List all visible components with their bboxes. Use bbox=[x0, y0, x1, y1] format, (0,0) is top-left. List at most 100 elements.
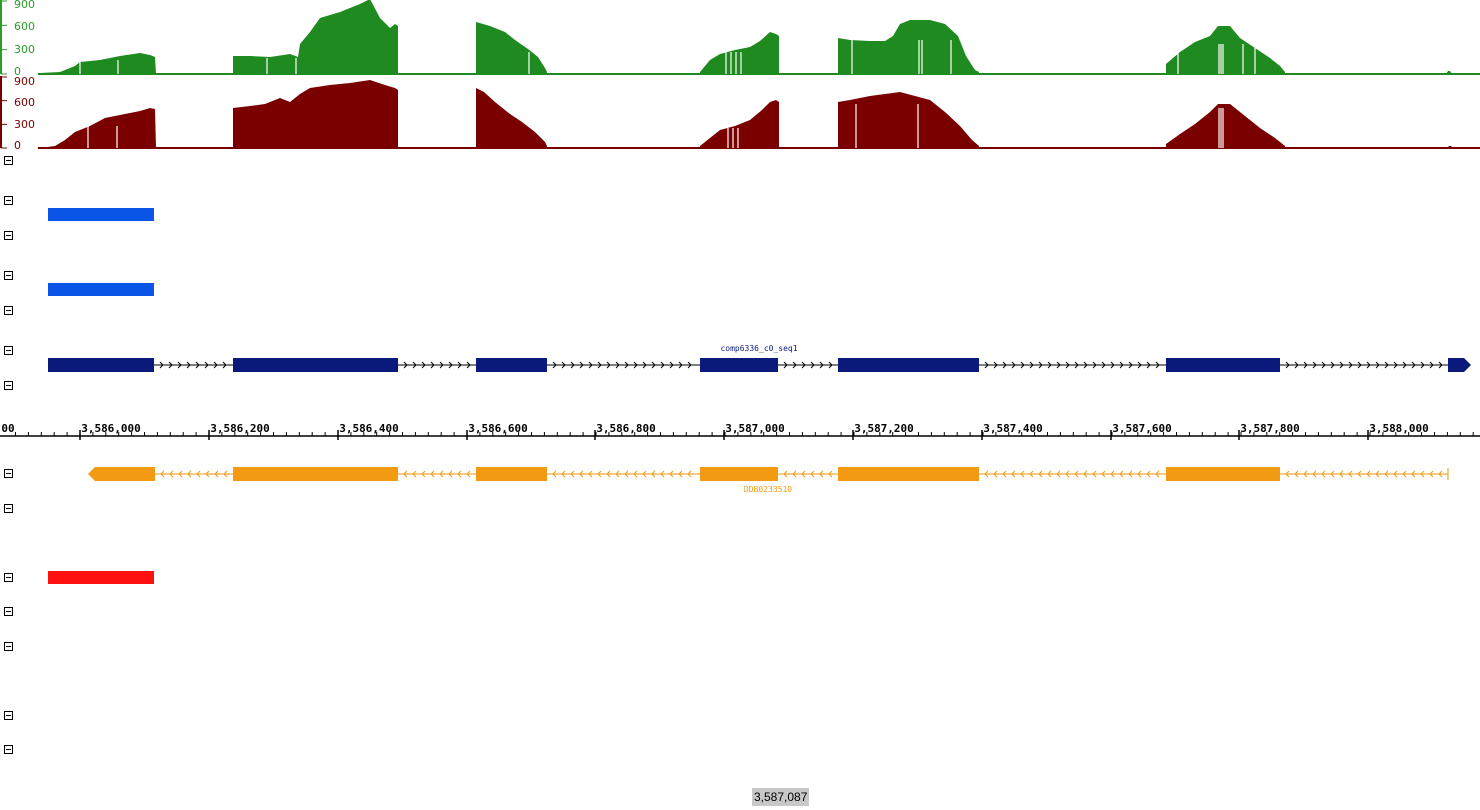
coverage-area bbox=[1166, 26, 1285, 74]
strand-arrow bbox=[1357, 470, 1362, 478]
strand-arrow bbox=[570, 470, 575, 478]
strand-arrow bbox=[1011, 361, 1016, 369]
transcript-track[interactable] bbox=[0, 355, 1480, 375]
collapse-toggle[interactable] bbox=[4, 346, 13, 355]
coverage-area bbox=[838, 92, 979, 148]
ruler-tick-label: 3,587,800 bbox=[1240, 422, 1300, 435]
strand-arrow bbox=[403, 470, 408, 478]
strand-arrow bbox=[678, 361, 683, 369]
strand-arrow bbox=[1312, 470, 1317, 478]
strand-arrow bbox=[1393, 361, 1398, 369]
strand-arrow bbox=[801, 361, 806, 369]
blue-feature[interactable] bbox=[48, 208, 154, 221]
strand-arrow bbox=[783, 470, 788, 478]
strand-arrow bbox=[588, 470, 593, 478]
strand-arrow bbox=[993, 361, 998, 369]
strand-arrow bbox=[579, 470, 584, 478]
strand-arrow bbox=[579, 361, 584, 369]
coverage-area bbox=[1166, 104, 1285, 148]
collapse-toggle[interactable] bbox=[4, 745, 13, 754]
strand-arrow bbox=[1366, 361, 1371, 369]
exon-block bbox=[233, 358, 398, 372]
strand-arrow bbox=[439, 470, 444, 478]
coverage-area bbox=[476, 88, 547, 148]
coverage-area bbox=[700, 32, 779, 74]
strand-arrow bbox=[678, 470, 683, 478]
strand-arrow bbox=[651, 470, 656, 478]
strand-arrow bbox=[792, 470, 797, 478]
strand-arrow bbox=[828, 361, 833, 369]
strand-arrow bbox=[466, 470, 471, 478]
collapse-toggle[interactable] bbox=[4, 607, 13, 616]
coverage-track-green: 900 600 300 0 bbox=[0, 0, 1480, 77]
collapse-toggle[interactable] bbox=[4, 231, 13, 240]
exon-block bbox=[1166, 358, 1280, 372]
strand-arrow bbox=[588, 361, 593, 369]
strand-arrow bbox=[222, 361, 227, 369]
strand-arrow bbox=[186, 361, 191, 369]
strand-arrow bbox=[1339, 470, 1344, 478]
strand-arrow bbox=[1029, 361, 1034, 369]
coverage-area bbox=[476, 22, 547, 74]
strand-arrow bbox=[1011, 470, 1016, 478]
strand-arrow bbox=[633, 470, 638, 478]
strand-arrow bbox=[1056, 361, 1061, 369]
strand-arrow bbox=[810, 470, 815, 478]
strand-arrow bbox=[984, 470, 989, 478]
strand-arrow bbox=[1429, 361, 1434, 369]
collapse-toggle[interactable] bbox=[4, 271, 13, 280]
y-tick-900: 900 bbox=[14, 75, 35, 88]
strand-arrow bbox=[1357, 361, 1362, 369]
collapse-toggle[interactable] bbox=[4, 504, 13, 513]
ruler-tick-label: 3,587,400 bbox=[983, 422, 1043, 435]
y-tick-0: 0 bbox=[14, 139, 21, 152]
collapse-toggle[interactable] bbox=[4, 196, 13, 205]
collapse-toggle[interactable] bbox=[4, 156, 13, 165]
position-readout: 3,587,087 bbox=[752, 788, 810, 806]
strand-arrow bbox=[1128, 361, 1133, 369]
strand-arrow bbox=[1312, 361, 1317, 369]
strand-arrow bbox=[213, 361, 218, 369]
collapse-toggle[interactable] bbox=[4, 573, 13, 582]
collapse-toggle[interactable] bbox=[4, 469, 13, 478]
strand-arrow bbox=[1429, 470, 1434, 478]
ruler-tick-label: 3,587,200 bbox=[854, 422, 914, 435]
gene-track[interactable] bbox=[0, 464, 1480, 484]
strand-arrow bbox=[457, 470, 462, 478]
strand-arrow bbox=[687, 361, 692, 369]
strand-arrow bbox=[204, 361, 209, 369]
strand-arrow bbox=[1321, 361, 1326, 369]
strand-arrow bbox=[552, 361, 557, 369]
ruler-tick-label: 3,587,000 bbox=[725, 422, 785, 435]
transcript-label: comp6336_c0_seq1 bbox=[720, 344, 798, 353]
collapse-toggle[interactable] bbox=[4, 711, 13, 720]
blue-feature[interactable] bbox=[48, 283, 154, 296]
strand-arrow bbox=[1294, 470, 1299, 478]
strand-arrow bbox=[448, 361, 453, 369]
strand-arrow bbox=[1137, 470, 1142, 478]
collapse-toggle[interactable] bbox=[4, 381, 13, 390]
strand-arrow bbox=[624, 361, 629, 369]
strand-arrow bbox=[223, 470, 228, 478]
strand-arrow bbox=[624, 470, 629, 478]
strand-arrow bbox=[1101, 361, 1106, 369]
exon-block bbox=[838, 467, 979, 481]
strand-arrow bbox=[430, 470, 435, 478]
coverage-area bbox=[1447, 146, 1453, 148]
ruler-partial-label: 00 bbox=[1, 422, 15, 435]
strand-arrow bbox=[669, 361, 674, 369]
strand-arrow bbox=[1366, 470, 1371, 478]
collapse-toggle[interactable] bbox=[4, 642, 13, 651]
exon-block bbox=[476, 358, 547, 372]
ruler-tick-label: 3,586,200 bbox=[210, 422, 270, 435]
collapse-toggle[interactable] bbox=[4, 306, 13, 315]
strand-arrow bbox=[660, 361, 665, 369]
red-feature[interactable] bbox=[48, 571, 154, 584]
ruler-tick-label: 3,588,000 bbox=[1369, 422, 1429, 435]
exon-block bbox=[700, 358, 778, 372]
exon-block-end bbox=[1448, 358, 1471, 372]
strand-arrow bbox=[169, 470, 174, 478]
strand-arrow bbox=[1402, 361, 1407, 369]
y-tick-600: 600 bbox=[14, 96, 35, 109]
strand-arrow bbox=[1092, 361, 1097, 369]
